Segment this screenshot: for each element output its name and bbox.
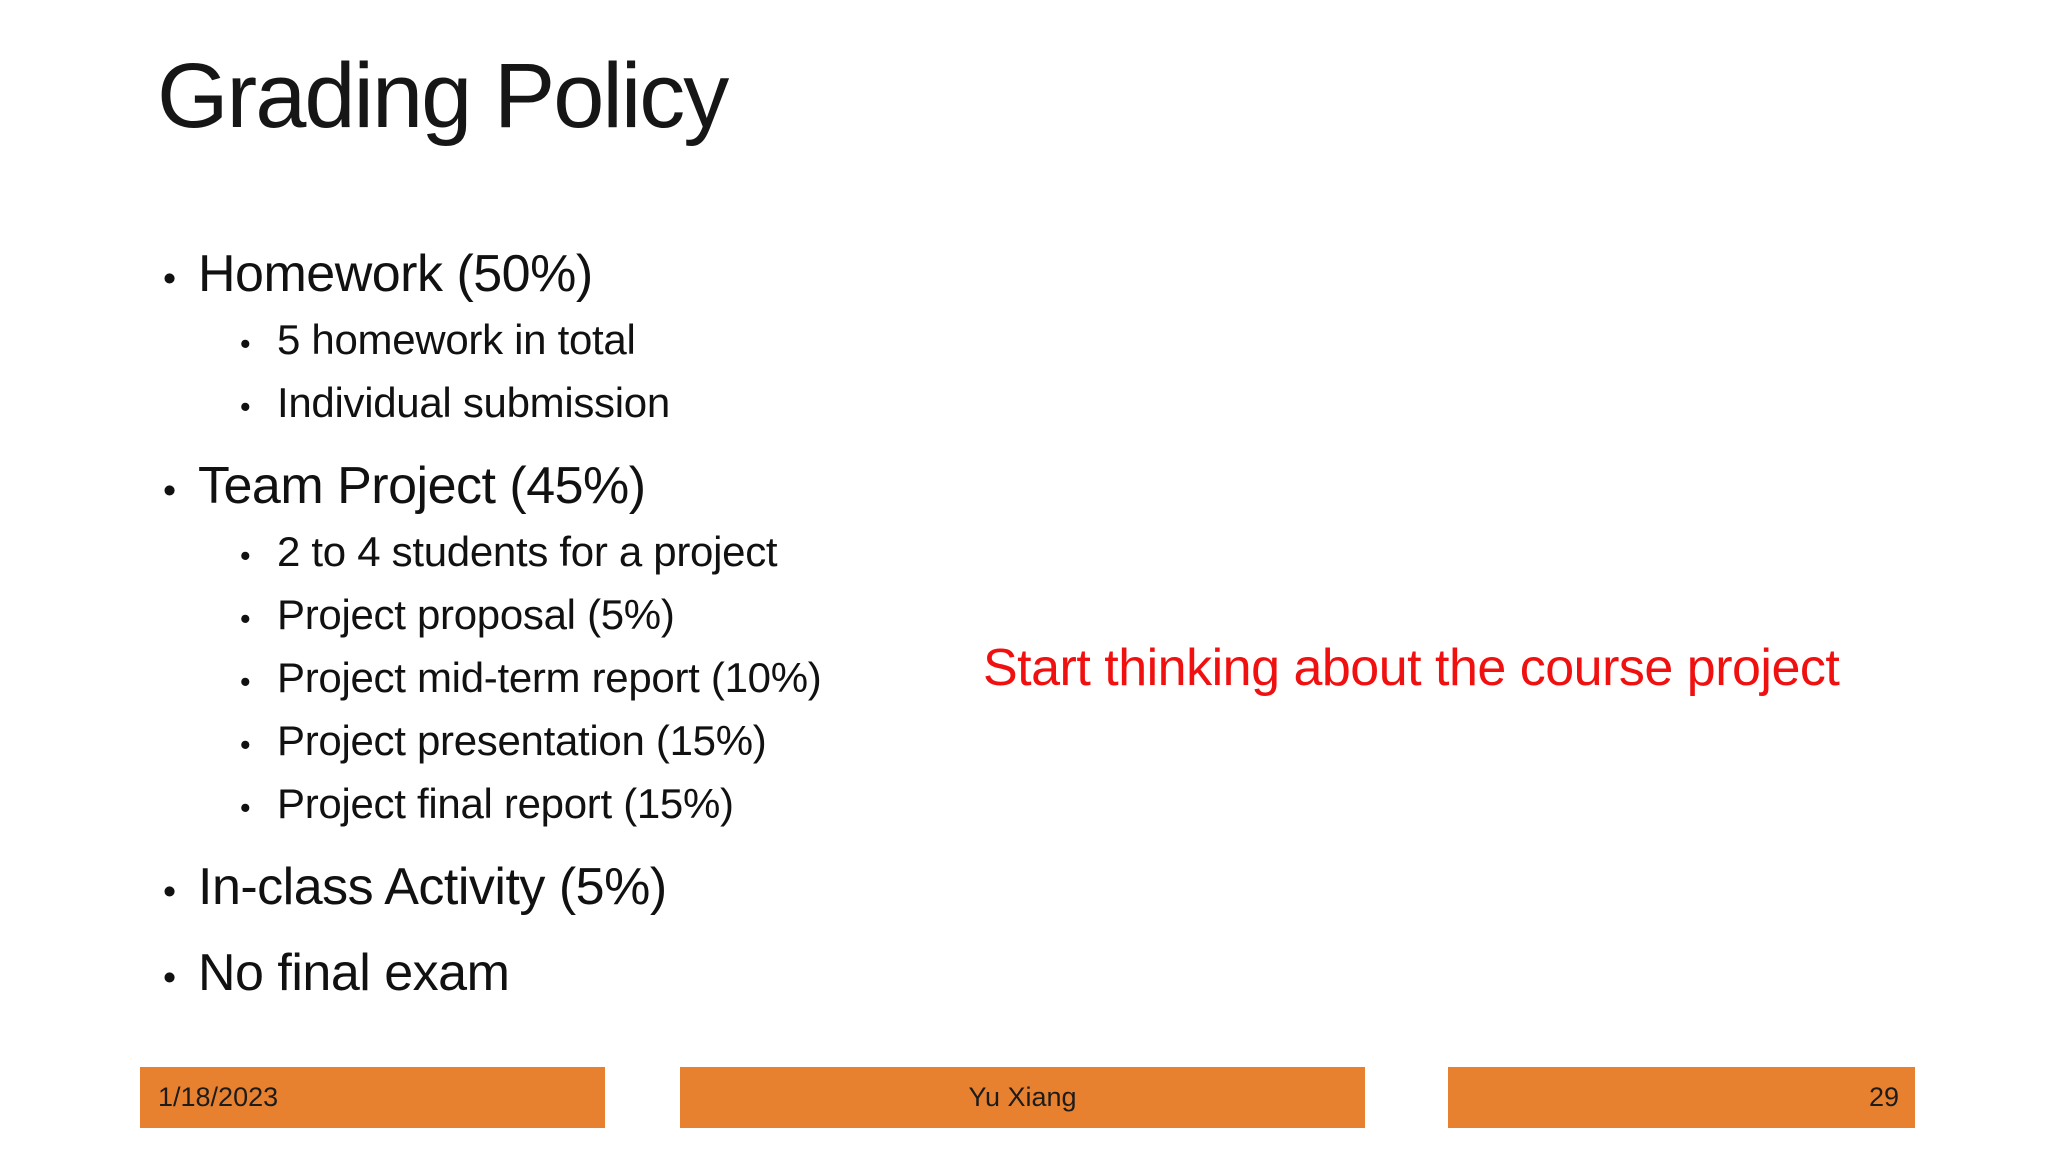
bullet-item: • Individual submission — [157, 374, 1157, 437]
bullet-item: • Project final report (15%) — [157, 775, 1157, 838]
bullet-text: Homework (50%) — [198, 245, 593, 303]
bullet-item: • Team Project (45%) — [157, 453, 1157, 523]
bullet-text: 5 homework in total — [277, 316, 636, 363]
callout-text: Start thinking about the course project — [983, 639, 1840, 697]
bullet-icon: • — [240, 729, 251, 762]
bullet-icon: • — [240, 792, 251, 825]
bullet-text: Project final report (15%) — [277, 780, 734, 827]
bullet-text: Project presentation (15%) — [277, 717, 767, 764]
bullet-text: Individual submission — [277, 379, 670, 426]
bullet-item: • Project mid-term report (10%) — [157, 649, 1157, 712]
bullet-icon: • — [163, 257, 176, 299]
bullet-icon: • — [240, 603, 251, 636]
bullet-text: Project mid-term report (10%) — [277, 654, 822, 701]
bullet-text: Team Project (45%) — [198, 457, 646, 515]
bullet-item: • 5 homework in total — [157, 311, 1157, 374]
bullet-text: In-class Activity (5%) — [198, 858, 667, 916]
bullet-text: 2 to 4 students for a project — [277, 528, 778, 575]
footer-date-bar: 1/18/2023 — [140, 1067, 605, 1128]
footer-date: 1/18/2023 — [158, 1082, 279, 1112]
bullet-item: • No final exam — [157, 940, 1157, 1010]
bullet-item: • Project presentation (15%) — [157, 712, 1157, 775]
bullet-icon: • — [163, 469, 176, 511]
bullet-text: Project proposal (5%) — [277, 591, 675, 638]
footer-page-bar: 29 — [1448, 1067, 1915, 1128]
bullet-item: • In-class Activity (5%) — [157, 854, 1157, 924]
bullet-item: • Homework (50%) — [157, 241, 1157, 311]
footer-author: Yu Xiang — [968, 1082, 1077, 1112]
bullet-item: • Project proposal (5%) — [157, 586, 1157, 649]
bullet-icon: • — [163, 870, 176, 912]
bullet-icon: • — [163, 956, 176, 998]
bullet-text: No final exam — [198, 944, 510, 1002]
bullet-icon: • — [240, 666, 251, 699]
footer-author-bar: Yu Xiang — [680, 1067, 1365, 1128]
bullet-icon: • — [240, 391, 251, 424]
bullet-icon: • — [240, 540, 251, 573]
bullet-item: • 2 to 4 students for a project — [157, 523, 1157, 586]
slide-number: 29 — [1868, 1082, 1899, 1112]
slide-title: Grading Policy — [157, 45, 729, 147]
bullet-icon: • — [240, 328, 251, 361]
bullet-list: • Homework (50%) • 5 homework in total • Indi… — [157, 233, 1157, 1010]
